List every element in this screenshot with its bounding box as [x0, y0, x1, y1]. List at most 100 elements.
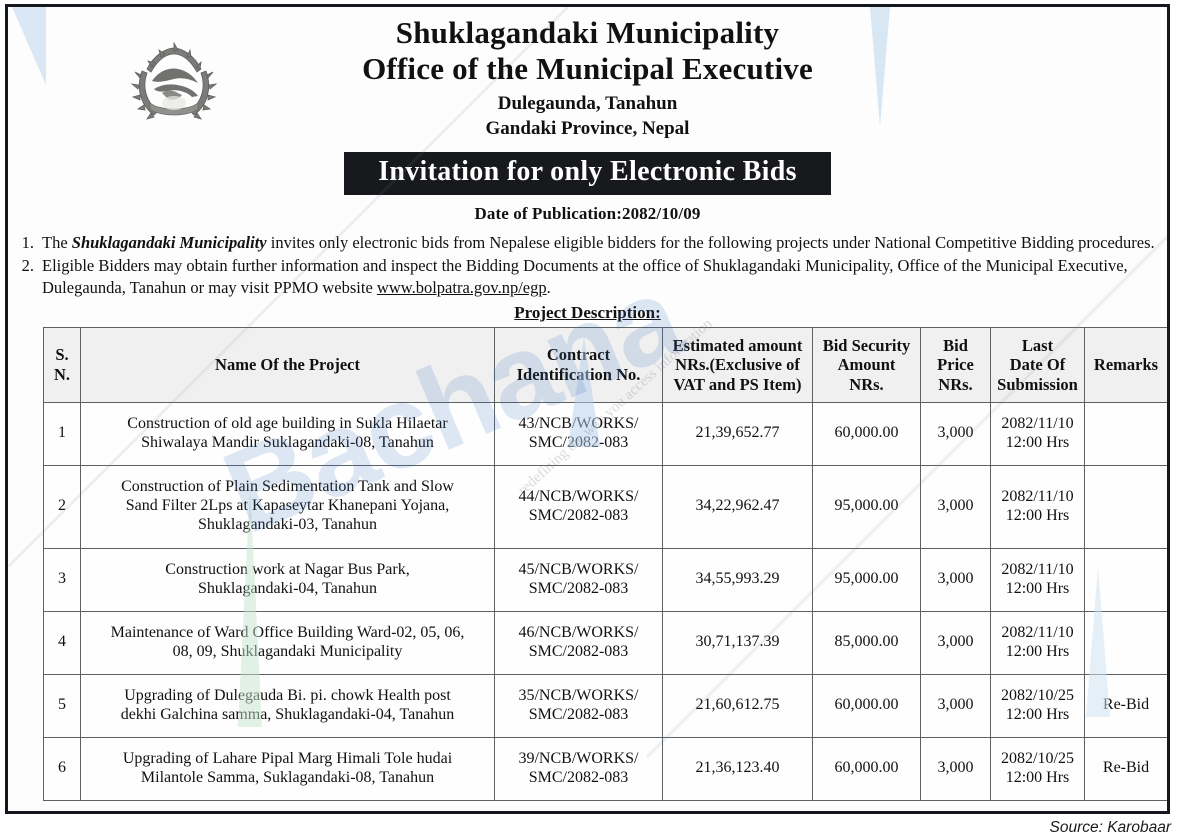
cell-sn: 6 [43, 736, 81, 801]
cell-last-date-line1: 2082/10/25 [1001, 749, 1074, 767]
clause-item: 2. Eligible Bidders may obtain further i… [16, 255, 1159, 299]
cell-project-name: Upgrading of Dulegauda Bi. pi. chowk Hea… [80, 673, 495, 738]
clause-number: 2. [21, 255, 34, 275]
cell-estimated-amount: 34,22,962.47 [662, 464, 813, 549]
cell-remarks: Re-Bid [1084, 736, 1167, 801]
clause-emphasis: Shuklagandaki Municipality [71, 232, 267, 252]
cell-sn: 1 [43, 401, 81, 466]
column-header-last-date-line3: Submission [997, 374, 1078, 394]
column-header-bid-price-line3: NRs. [938, 374, 973, 394]
cell-project-name-line1: Maintenance of Ward Office Building Ward… [110, 623, 465, 641]
cell-contract-id-line2: SMC/2082-083 [528, 506, 629, 524]
organization-province: Gandaki Province, Nepal [485, 118, 690, 140]
cell-contract-id-line1: 44/NCB/WORKS/ [518, 487, 639, 505]
column-header-bid-security-line1: Bid Security [822, 335, 911, 355]
column-header-sn: S. N. [43, 326, 81, 403]
cell-last-date-line2: 12:00 Hrs [1005, 642, 1070, 660]
cell-project-name-line1: Upgrading of Lahare Pipal Marg Himali To… [122, 749, 453, 767]
column-header-project-name-line1: Name Of the Project [215, 355, 360, 375]
notice-paper: Bachana redefining the way you access in… [8, 7, 1167, 811]
project-table: S. N. Name Of the Project Contract Ident… [43, 326, 1167, 801]
cell-remarks [1084, 547, 1167, 612]
cell-last-date-line1: 2082/10/25 [1001, 686, 1074, 704]
cell-contract-id-line1: 43/NCB/WORKS/ [518, 414, 639, 432]
organization-address: Dulegaunda, Tanahun [497, 92, 678, 114]
column-header-estimated-amount-line1: Estimated amount [672, 335, 803, 355]
cell-last-date-line2: 12:00 Hrs [1005, 768, 1070, 786]
cell-bid-security: 85,000.00 [812, 610, 921, 675]
column-header-last-date-line1: Last [1021, 335, 1054, 355]
cell-project-name: Upgrading of Lahare Pipal Marg Himali To… [80, 736, 495, 801]
cell-project-name-line2: Milantole Samma, Suklagandaki-08, Tanahu… [140, 768, 435, 786]
table-row: 1 Construction of old age building in Su… [43, 401, 1167, 466]
cell-project-name-line1: Upgrading of Dulegauda Bi. pi. chowk Hea… [124, 686, 451, 704]
project-description-heading: Project Description: [514, 302, 661, 322]
cell-project-name: Construction of old age building in Sukl… [80, 401, 495, 466]
cell-remarks: Re-Bid [1084, 673, 1167, 738]
cell-last-date: 2082/11/10 12:00 Hrs [990, 464, 1085, 549]
cell-project-name-line3: Shuklagandaki-03, Tanahun [198, 516, 377, 534]
project-table-container: S. N. Name Of the Project Contract Ident… [43, 326, 1167, 801]
column-header-bid-price-line2: Price [937, 355, 974, 375]
column-header-project-name: Name Of the Project [80, 326, 495, 403]
cell-project-name-line2: Shiwalaya Mandir Suklagandaki-08, Tanahu… [141, 433, 434, 451]
table-row: 4 Maintenance of Ward Office Building Wa… [43, 610, 1167, 675]
cell-contract-id-line1: 45/NCB/WORKS/ [518, 560, 639, 578]
cell-project-name-line1: Construction of Plain Sedimentation Tank… [121, 478, 454, 496]
cell-last-date-line2: 12:00 Hrs [1005, 579, 1070, 597]
cell-contract-id-line1: 46/NCB/WORKS/ [518, 623, 639, 641]
cell-bid-price: 3,000 [920, 547, 991, 612]
cell-last-date-line1: 2082/11/10 [1001, 487, 1074, 505]
cell-bid-price: 3,000 [920, 673, 991, 738]
organization-office: Office of the Municipal Executive [362, 51, 813, 87]
column-header-contract-id: Contract Identification No. [494, 326, 663, 403]
cell-contract-id-line1: 35/NCB/WORKS/ [518, 686, 639, 704]
organization-name: Shuklagandaki Municipality [395, 15, 780, 50]
cell-sn: 5 [43, 673, 81, 738]
table-header-row: S. N. Name Of the Project Contract Ident… [43, 326, 1167, 403]
cell-last-date-line1: 2082/11/10 [1001, 414, 1074, 432]
column-header-contract-id-line2: Identification No. [516, 364, 641, 384]
cell-contract-id: 45/NCB/WORKS/ SMC/2082-083 [494, 547, 663, 612]
notice-page-frame: Bachana redefining the way you access in… [5, 4, 1170, 814]
clause-item: 1. The Shuklagandaki Municipality invite… [16, 232, 1159, 254]
cell-bid-security: 95,000.00 [812, 547, 921, 612]
column-header-last-date-line2: Date Of [1009, 355, 1066, 375]
column-header-estimated-amount: Estimated amount NRs.(Exclusive of VAT a… [662, 326, 813, 403]
cell-last-date: 2082/11/10 12:00 Hrs [990, 610, 1085, 675]
column-header-estimated-amount-line3: VAT and PS Item) [673, 374, 802, 394]
cell-bid-security: 95,000.00 [812, 464, 921, 549]
table-row: 3 Construction work at Nagar Bus Park, S… [43, 547, 1167, 612]
column-header-sn-line2: N. [53, 364, 71, 384]
clause-suffix: . [546, 277, 551, 297]
cell-project-name: Construction work at Nagar Bus Park, Shu… [80, 547, 495, 612]
cell-sn: 4 [43, 610, 81, 675]
table-row: 6 Upgrading of Lahare Pipal Marg Himali … [43, 736, 1167, 801]
cell-project-name: Maintenance of Ward Office Building Ward… [80, 610, 495, 675]
cell-contract-id: 44/NCB/WORKS/ SMC/2082-083 [494, 464, 663, 549]
cell-bid-price: 3,000 [920, 401, 991, 466]
column-header-bid-security-line2: Amount [837, 355, 896, 375]
source-caption: Source: Karobaar [1049, 819, 1172, 836]
cell-project-name-line2: Shuklagandaki-04, Tanahun [198, 579, 377, 597]
cell-last-date-line2: 12:00 Hrs [1005, 705, 1070, 723]
cell-remarks [1084, 610, 1167, 675]
clause-number: 1. [21, 232, 34, 252]
ppmo-website-link[interactable]: www.bolpatra.gov.np/egp [376, 277, 547, 297]
clause-suffix: invites only electronic bids from Nepale… [266, 232, 1155, 252]
cell-contract-id-line2: SMC/2082-083 [528, 642, 629, 660]
cell-project-name: Construction of Plain Sedimentation Tank… [80, 464, 495, 549]
cell-estimated-amount: 30,71,137.39 [662, 610, 813, 675]
cell-bid-security: 60,000.00 [812, 673, 921, 738]
cell-contract-id: 39/NCB/WORKS/ SMC/2082-083 [494, 736, 663, 801]
cell-project-name-line2: 08, 09, Shuklagandaki Municipality [172, 642, 403, 660]
cell-contract-id-line1: 39/NCB/WORKS/ [518, 749, 639, 767]
column-header-contract-id-line1: Contract [546, 345, 611, 365]
clause-text: The Shuklagandaki Municipality invites o… [42, 232, 1159, 254]
project-table-head: S. N. Name Of the Project Contract Ident… [43, 326, 1167, 403]
cell-bid-security: 60,000.00 [812, 401, 921, 466]
cell-project-name-line2: dekhi Galchina samma, Shuklagandaki-04, … [120, 705, 455, 723]
cell-contract-id: 43/NCB/WORKS/ SMC/2082-083 [494, 401, 663, 466]
table-row: 2 Construction of Plain Sedimentation Ta… [43, 464, 1167, 549]
cell-last-date: 2082/10/25 12:00 Hrs [990, 673, 1085, 738]
